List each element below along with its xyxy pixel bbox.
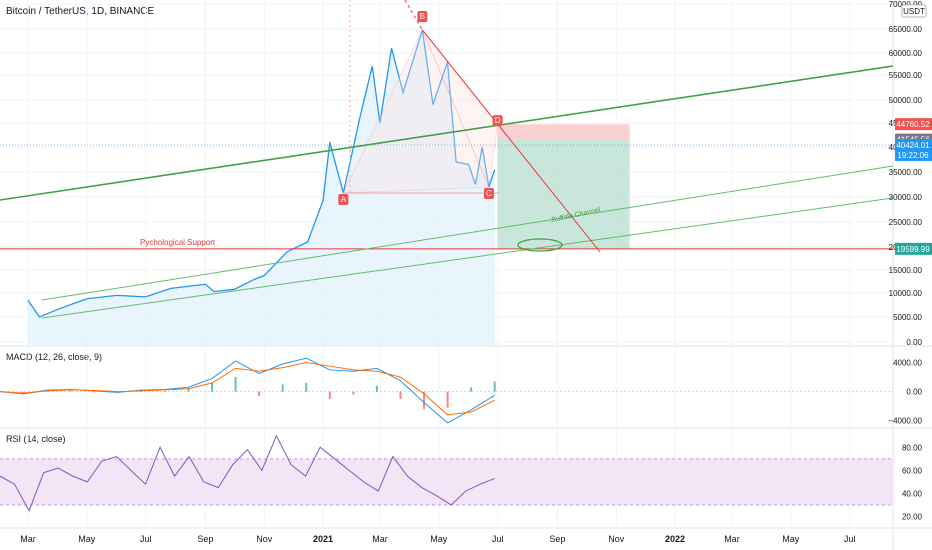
x-tick-label: May [430, 534, 448, 544]
x-tick-label: Sep [549, 534, 565, 544]
y-tick-label: 65000.00 [889, 25, 923, 34]
signal-line [0, 362, 495, 416]
target-zone [497, 139, 630, 249]
y-tick-label: 35000.00 [889, 168, 923, 177]
price-tag-2-bg [895, 242, 932, 255]
x-tick-label: Nov [608, 534, 625, 544]
macd-tick-label: 0.00 [906, 388, 922, 397]
macd-line [0, 357, 495, 424]
macd-hist-bar [234, 377, 237, 392]
macd-hist-bar [69, 390, 72, 392]
rsi-tick-label: 40.00 [902, 489, 923, 498]
macd-hist-bar [328, 391, 331, 399]
x-tick-label: Jul [140, 534, 152, 544]
price-tag-2-text: 19599.99 [896, 245, 930, 254]
price-line [27, 29, 496, 318]
macd-hist-bar [305, 382, 308, 392]
y-tick-label: 25000.00 [889, 218, 923, 227]
rsi-line [0, 434, 495, 512]
pattern-marker [492, 115, 503, 127]
price-tag-2: 19599.99 [895, 242, 932, 255]
x-tick-label: May [78, 534, 96, 544]
pattern-label: A [341, 195, 347, 204]
pattern-abc [342, 28, 490, 194]
y-tick-label: 60000.00 [889, 49, 923, 58]
macd-tick-label: −4000.00 [888, 417, 922, 426]
y-tick-label: 0.00 [906, 338, 922, 347]
pattern-point-a: A [338, 194, 349, 205]
green-trendline [0, 65, 894, 201]
rsi-tick-label: 80.00 [902, 443, 923, 452]
x-tick-label: Jul [492, 534, 504, 544]
y-tick-label: 5000.00 [893, 313, 922, 322]
circle-marker [517, 238, 563, 252]
macd-hist-bar [281, 384, 284, 392]
x-tick-label: Mar [20, 534, 36, 544]
macd-hist-bar [423, 391, 426, 410]
x-tick-label: 2022 [665, 534, 685, 544]
x-tick-label: Mar [372, 534, 388, 544]
pattern-label: D [495, 116, 501, 125]
channel-upper [41, 165, 894, 301]
macd-hist-bar [211, 382, 214, 392]
last-price-bg [895, 138, 932, 161]
y-tick-label: 10000.00 [889, 289, 923, 298]
macd-hist-bar [187, 388, 190, 392]
macd-hist-bar [446, 391, 449, 408]
currency-tag [901, 4, 927, 18]
price-tag-0-text: 44760.52 [896, 120, 930, 129]
rsi-tick-label: 60.00 [902, 466, 923, 475]
macd-hist-bar [163, 390, 166, 392]
pattern-marker [338, 194, 349, 205]
macd-hist-bar [93, 391, 96, 393]
macd-tick-label: 4000.00 [893, 359, 922, 368]
macd-hist-bar [493, 381, 496, 392]
red-trendline [422, 29, 601, 253]
pattern-label: C [486, 189, 492, 198]
pattern-point-b: B [417, 10, 428, 22]
macd-hist-bar [470, 387, 473, 392]
stop-zone [497, 124, 630, 140]
channel-lower [41, 197, 894, 319]
chart-title: Bitcoin / TetherUS, 1D, BINANCE [6, 6, 155, 17]
rsi-band [0, 458, 893, 505]
macd-hist-bar [375, 385, 378, 392]
pattern-point-d: D [492, 115, 503, 127]
x-tick-label: Sep [197, 534, 213, 544]
x-tick-label: Jul [844, 534, 856, 544]
macd-hist-bar [258, 391, 261, 396]
price-tag-0: 44760.52 [895, 118, 932, 131]
macd-hist-bar [22, 391, 25, 394]
y-tick-label: 55000.00 [889, 71, 923, 80]
x-tick-label: May [782, 534, 800, 544]
y-tick-label: 50000.00 [889, 96, 923, 105]
pattern-marker [417, 10, 428, 22]
x-tick-label: Mar [724, 534, 740, 544]
support-label: Pychological Support [140, 238, 216, 247]
price-tag-0-bg [895, 118, 932, 131]
countdown-text: 19:22:06 [897, 151, 929, 160]
pattern-point-c: C [483, 188, 494, 199]
x-tick-label: 2021 [313, 534, 333, 544]
pattern-marker [483, 188, 494, 199]
pattern-label: B [420, 12, 425, 21]
x-tick-label: Nov [256, 534, 273, 544]
macd-hist-bar [399, 391, 402, 399]
rsi-title: RSI (14, close) [6, 434, 66, 444]
y-tick-label: 30000.00 [889, 193, 923, 202]
y-tick-label: 15000.00 [889, 266, 923, 275]
last-price-text: 40424.01 [896, 141, 930, 150]
rsi-tick-label: 20.00 [902, 512, 923, 521]
macd-hist-bar [352, 391, 355, 395]
currency-label: USDT [903, 7, 925, 16]
macd-title: MACD (12, 26, close, 9) [6, 352, 103, 362]
